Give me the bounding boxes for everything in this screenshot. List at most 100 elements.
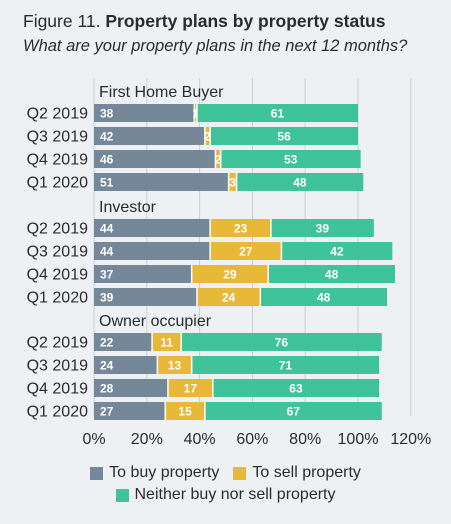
x-tick-label: 100% [338,431,379,448]
data-label-buy: 24 [100,359,114,373]
bar-segment-sell [210,242,282,260]
data-label-sell: 2 [215,153,222,167]
stacked-bar-chart: First Home Buyer Q2 2019 38 1 61 Q3 2019 42 2 56… [27,78,431,448]
data-label-neither: 48 [325,268,339,282]
bar-segment-sell [167,379,213,397]
legend-swatch-buy [90,466,104,480]
data-label-buy: 51 [100,176,114,190]
bar-segment-buy [94,356,158,374]
data-label-buy: 46 [100,153,114,167]
data-label-neither: 67 [287,405,301,419]
data-label-buy: 37 [100,268,114,282]
legend-item-sell: To sell property [233,464,361,482]
data-label-sell: 15 [178,405,192,419]
bar-segment-neither [270,219,374,237]
bar-segment-neither [236,173,364,191]
group-header: First Home Buyer [99,84,224,101]
x-tick-label: 20% [131,431,163,448]
row-label: Q2 2019 [27,335,88,352]
chart-title: Figure 11. Property plans by property st… [23,9,448,33]
data-label-buy: 42 [100,130,114,144]
bar-segment-neither [196,104,358,122]
x-tick-label: 0% [82,431,105,448]
bar-segment-neither [212,379,380,397]
bar-segment-buy [94,127,205,145]
bar-segment-sell [196,288,261,306]
row-label: Q2 2019 [27,221,88,238]
bar-segment-neither [220,150,361,168]
title-text: Property plans by property status [105,11,386,31]
data-label-sell: 23 [234,222,248,236]
bar-segment-buy [94,288,197,306]
data-label-neither: 39 [316,222,330,236]
row-label: Q1 2020 [27,404,88,421]
row-label: Q4 2019 [27,267,88,284]
bar-segment-sell [210,219,271,237]
data-label-neither: 71 [279,359,293,373]
data-label-neither: 76 [275,336,289,350]
bar-segment-sell [204,127,211,145]
bar-segment-sell [228,173,237,191]
group-header: Owner occupier [99,313,212,330]
bar-segment-buy [94,333,153,351]
bar-segment-neither [204,402,382,420]
data-label-neither: 42 [330,245,344,259]
legend-swatch-neither [115,488,129,502]
legend-item-neither: Neither buy nor sell property [115,486,336,504]
data-label-buy: 27 [100,405,114,419]
bar-segment-neither [268,265,395,283]
bar-segment-buy [94,379,168,397]
bar-segment-sell [215,150,221,168]
row-label: Q2 2019 [27,106,88,123]
bar-segment-buy [94,242,211,260]
data-label-sell: 3 [229,176,236,190]
bar-segment-neither [181,333,382,351]
figure-label: Figure 11. [23,11,101,31]
row-label: Q4 2019 [27,381,88,398]
data-label-neither: 56 [277,130,291,144]
data-label-neither: 53 [284,153,298,167]
data-label-buy: 44 [100,222,114,236]
bar-segment-buy [94,150,216,168]
row-label: Q1 2020 [27,290,88,307]
data-label-buy: 39 [100,291,114,305]
data-label-sell: 27 [239,245,253,259]
data-label-neither: 48 [317,291,331,305]
legend-label-sell: To sell property [252,464,361,481]
x-tick-label: 80% [289,431,321,448]
data-label-sell: 11 [160,336,173,350]
bar-segment-sell [152,333,182,351]
row-label: Q3 2019 [27,129,88,146]
bar-segment-sell [194,104,197,122]
legend-label-buy: To buy property [109,464,220,481]
x-tick-label: 120% [390,431,431,448]
x-tick-label: 40% [184,431,216,448]
bar-segment-buy [94,402,166,420]
data-label-sell: 2 [204,130,211,144]
data-label-buy: 38 [100,107,114,121]
row-label: Q3 2019 [27,358,88,375]
legend-swatch-sell [233,466,247,480]
x-tick-label: 60% [236,431,268,448]
bar-segment-neither [281,242,393,260]
bar-segment-sell [191,265,269,283]
bar-segment-buy [94,265,192,283]
bar-segment-sell [157,356,192,374]
row-label: Q4 2019 [27,152,88,169]
bar-segment-neither [191,356,380,374]
bar-segment-buy [94,104,195,122]
group-header: Investor [99,199,157,216]
data-label-neither: 48 [293,176,307,190]
data-label-sell: 13 [168,359,182,373]
row-label: Q1 2020 [27,175,88,192]
data-label-sell: 17 [184,382,198,396]
data-label-sell: 29 [223,268,237,282]
bar-segment-buy [94,219,211,237]
data-label-buy: 28 [100,382,114,396]
legend-label-neither: Neither buy nor sell property [134,486,336,503]
legend-item-buy: To buy property [90,464,219,482]
bar-segment-buy [94,173,229,191]
data-label-neither: 63 [289,382,303,396]
data-label-neither: 61 [271,107,285,121]
bar-segment-neither [260,288,388,306]
